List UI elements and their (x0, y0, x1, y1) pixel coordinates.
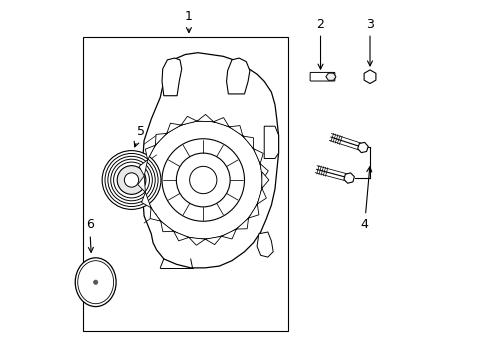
Polygon shape (181, 116, 197, 125)
Circle shape (117, 166, 145, 194)
Polygon shape (173, 231, 188, 241)
Polygon shape (213, 118, 229, 127)
Circle shape (108, 156, 155, 204)
Bar (83, 37, 287, 330)
Text: 5: 5 (134, 125, 144, 147)
Ellipse shape (75, 258, 116, 307)
Polygon shape (264, 126, 278, 158)
Text: 2: 2 (316, 18, 324, 69)
Text: 3: 3 (366, 18, 373, 66)
Polygon shape (145, 145, 155, 160)
Polygon shape (243, 136, 253, 149)
Polygon shape (261, 172, 268, 188)
Circle shape (93, 280, 98, 284)
Polygon shape (325, 73, 335, 80)
Polygon shape (260, 164, 268, 180)
Circle shape (110, 159, 152, 201)
Polygon shape (142, 192, 151, 208)
Polygon shape (197, 114, 213, 122)
Polygon shape (248, 204, 258, 218)
Polygon shape (155, 133, 166, 145)
Polygon shape (257, 188, 266, 204)
Polygon shape (162, 58, 182, 96)
Polygon shape (364, 70, 375, 84)
Circle shape (105, 153, 158, 207)
Text: 6: 6 (85, 218, 93, 252)
Text: 1: 1 (184, 10, 192, 32)
Polygon shape (161, 221, 173, 232)
Polygon shape (343, 173, 354, 183)
Polygon shape (142, 53, 278, 268)
Polygon shape (205, 236, 221, 245)
Polygon shape (138, 176, 145, 192)
Polygon shape (357, 142, 367, 153)
Circle shape (113, 162, 149, 198)
Circle shape (176, 153, 230, 207)
Circle shape (366, 73, 372, 80)
Circle shape (189, 166, 217, 194)
Polygon shape (139, 160, 147, 176)
Ellipse shape (78, 261, 113, 304)
Circle shape (230, 69, 244, 83)
FancyBboxPatch shape (309, 72, 334, 81)
Polygon shape (166, 123, 181, 133)
Circle shape (162, 139, 244, 221)
Circle shape (164, 69, 179, 83)
Polygon shape (236, 218, 248, 229)
Circle shape (102, 150, 161, 210)
Polygon shape (221, 229, 236, 239)
Polygon shape (150, 208, 161, 221)
Polygon shape (253, 149, 263, 164)
Circle shape (144, 121, 262, 239)
Circle shape (260, 245, 269, 255)
Circle shape (124, 173, 139, 187)
Polygon shape (229, 126, 243, 136)
Text: 4: 4 (360, 167, 371, 231)
Polygon shape (257, 232, 273, 257)
Polygon shape (226, 58, 249, 94)
Polygon shape (188, 237, 205, 245)
